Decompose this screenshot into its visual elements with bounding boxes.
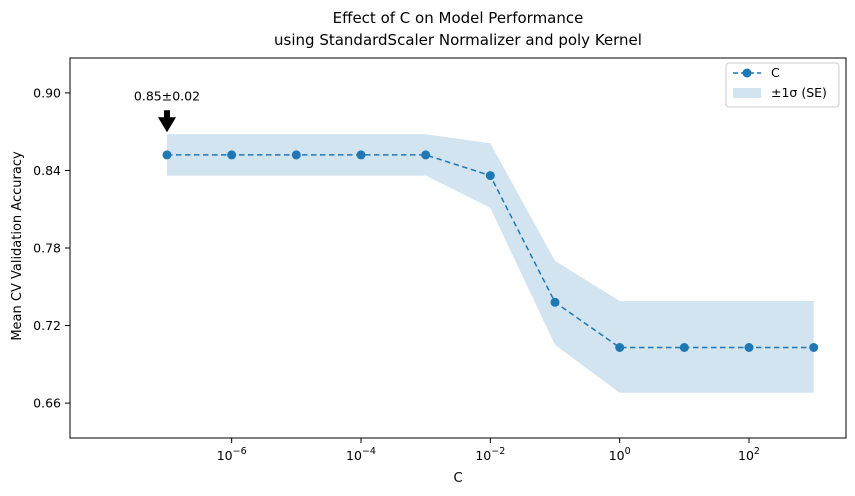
data-point (227, 150, 237, 160)
x-tick-label: 100 (609, 446, 631, 463)
chart-title-line-1: Effect of C on Model Performance (333, 9, 584, 27)
x-tick-label: 10−2 (475, 446, 505, 463)
legend-label-band: ±1σ (SE) (771, 85, 827, 100)
legend-frame (725, 62, 840, 108)
annotation-layer: 0.85±0.02 (134, 88, 200, 133)
y-axis-label: Mean CV Validation Accuracy (10, 151, 25, 341)
x-tick-label: 102 (738, 446, 760, 463)
y-tick-label: 0.72 (33, 318, 61, 333)
data-point (356, 150, 366, 160)
x-tick-label-base: 10 (609, 448, 625, 463)
chart-title-line-2: using StandardScaler Normalizer and poly… (274, 31, 642, 49)
data-point (485, 171, 495, 181)
error-band (167, 134, 814, 393)
y-tick-label: 0.78 (33, 241, 61, 256)
annotation-arrow-shaft (164, 110, 170, 119)
data-point (291, 150, 301, 160)
x-axis-label: C (453, 471, 462, 486)
x-tick-label: 10−6 (217, 446, 247, 463)
annotation-arrow-head (158, 117, 176, 133)
x-tick-label-base: 10 (738, 448, 754, 463)
data-point (809, 343, 819, 352)
legend: C ±1σ (SE) (725, 62, 840, 108)
legend-band-swatch (733, 88, 761, 98)
x-tick-label: 10−4 (346, 446, 376, 463)
x-tick-label-base: 10 (475, 448, 491, 463)
x-tick-label-exponent: −2 (491, 446, 505, 457)
data-point (744, 343, 754, 352)
annotation-text: 0.85±0.02 (134, 88, 200, 103)
y-tick-label: 0.66 (33, 396, 61, 411)
legend-marker-swatch (742, 68, 752, 78)
y-tick-label: 0.90 (33, 85, 61, 100)
x-tick-label-exponent: 0 (625, 446, 631, 457)
data-point (679, 343, 689, 352)
y-tick-label: 0.84 (33, 163, 61, 178)
legend-label-series: C (771, 65, 780, 80)
x-tick-label-base: 10 (217, 448, 233, 463)
data-point (550, 297, 560, 307)
error-band-layer (167, 134, 814, 393)
data-point (421, 150, 431, 160)
x-tick-label-exponent: −6 (233, 446, 247, 457)
x-tick-layer: 10−6 10−4 10−2 100 102 (217, 438, 760, 463)
data-point (615, 343, 625, 352)
series-marker-layer (162, 150, 819, 352)
x-tick-label-exponent: −4 (362, 446, 376, 457)
y-tick-layer: 0.66 0.72 0.78 0.84 0.90 (33, 85, 70, 411)
data-point (162, 150, 172, 160)
x-tick-label-base: 10 (346, 448, 362, 463)
x-tick-label-exponent: 2 (754, 446, 760, 457)
